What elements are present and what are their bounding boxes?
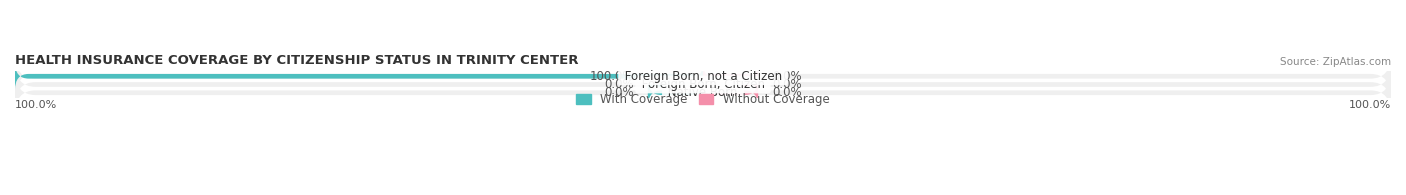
FancyBboxPatch shape xyxy=(15,54,1391,99)
Text: Source: ZipAtlas.com: Source: ZipAtlas.com xyxy=(1279,57,1391,67)
FancyBboxPatch shape xyxy=(703,79,758,107)
Text: Native Born: Native Born xyxy=(665,86,741,99)
Text: HEALTH INSURANCE COVERAGE BY CITIZENSHIP STATUS IN TRINITY CENTER: HEALTH INSURANCE COVERAGE BY CITIZENSHIP… xyxy=(15,54,578,67)
Text: 0.0%: 0.0% xyxy=(772,86,801,99)
FancyBboxPatch shape xyxy=(15,62,703,90)
Text: 0.0%: 0.0% xyxy=(772,78,801,91)
FancyBboxPatch shape xyxy=(15,70,1391,115)
Text: 100.0%: 100.0% xyxy=(589,70,634,83)
Text: 0.0%: 0.0% xyxy=(772,70,801,83)
Text: Foreign Born, Citizen: Foreign Born, Citizen xyxy=(638,78,768,91)
FancyBboxPatch shape xyxy=(703,62,758,90)
Text: Foreign Born, not a Citizen: Foreign Born, not a Citizen xyxy=(620,70,786,83)
FancyBboxPatch shape xyxy=(648,70,703,99)
Text: 0.0%: 0.0% xyxy=(605,78,634,91)
FancyBboxPatch shape xyxy=(703,70,758,99)
Legend: With Coverage, Without Coverage: With Coverage, Without Coverage xyxy=(576,93,830,106)
Text: 0.0%: 0.0% xyxy=(605,86,634,99)
Text: 100.0%: 100.0% xyxy=(15,100,58,110)
FancyBboxPatch shape xyxy=(15,62,1391,107)
FancyBboxPatch shape xyxy=(648,79,703,107)
Text: 100.0%: 100.0% xyxy=(1348,100,1391,110)
